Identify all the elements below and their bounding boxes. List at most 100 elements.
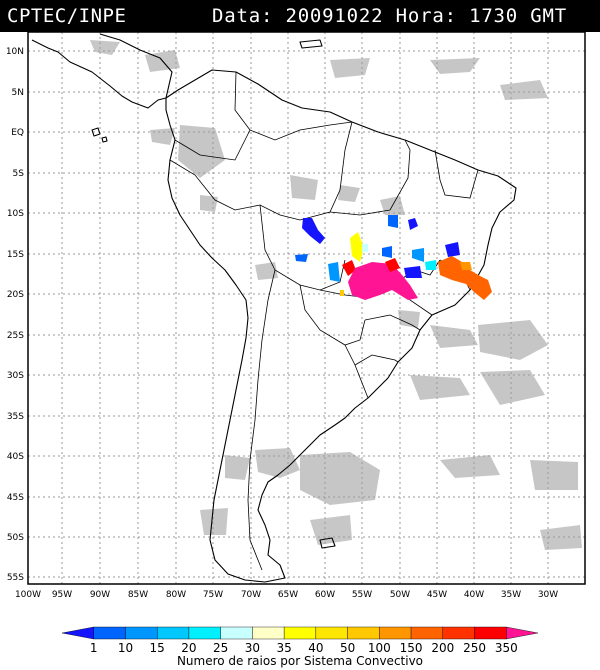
lat-label: 10S xyxy=(7,209,24,219)
lon-label: 50W xyxy=(390,590,410,600)
header-bar: CPTEC/INPE Data: 20091022 Hora: 1730 GMT xyxy=(0,0,600,32)
storm-cell-yellow xyxy=(340,290,344,296)
border-line xyxy=(434,149,479,199)
border-line xyxy=(354,354,399,366)
cloud-patch xyxy=(255,262,278,280)
cloud-patch xyxy=(300,452,380,505)
lon-label: 95W xyxy=(52,590,72,600)
colorbar-ticks: 1 10 15 20 25 30 35 40 50 100 150 200 250 350 xyxy=(90,641,518,655)
cloud-patch xyxy=(200,508,228,535)
colorbar-tick-label: 15 xyxy=(150,641,165,655)
latitude-labels: 10N 5N EQ 5S 10S 15S 20S 25S 30S 35S 40S… xyxy=(6,47,24,583)
storm-cell-yellow xyxy=(350,232,364,262)
border-line xyxy=(174,129,251,161)
storm-cell-blue xyxy=(404,266,422,278)
island-outline xyxy=(299,39,323,49)
cloud-patch xyxy=(480,370,545,405)
lat-label: 40S xyxy=(7,452,24,462)
colorbar-caption: Numero de raios por Sistema Convectivo xyxy=(177,654,423,668)
colorbar-segment xyxy=(474,626,507,640)
colorbar-segment xyxy=(156,626,190,640)
cloud-patch xyxy=(398,310,420,328)
lon-label: 60W xyxy=(315,590,335,600)
island-outline xyxy=(91,127,101,137)
hour-label: Hora: xyxy=(395,5,457,27)
lon-label: 55W xyxy=(352,590,372,600)
lat-label: 25S xyxy=(7,331,24,341)
storm-cell-blue xyxy=(408,218,418,230)
lon-label: 100W xyxy=(15,590,41,600)
cloud-patch xyxy=(290,175,318,200)
colorbar-segment xyxy=(347,626,380,640)
storm-cell-light xyxy=(362,244,368,252)
cloud-patch xyxy=(338,185,360,202)
cloud-cover xyxy=(90,40,582,550)
border-line xyxy=(329,139,411,216)
cloud-patch xyxy=(430,325,478,348)
lon-label: 90W xyxy=(90,590,110,600)
colorbar-tick-label: 150 xyxy=(400,641,423,655)
timestamp-label: Data: 20091022 Hora: 1730 GMT xyxy=(212,5,567,27)
cloud-patch xyxy=(540,525,582,550)
colorbar-segments xyxy=(61,626,539,640)
lat-label: 30S xyxy=(7,371,24,381)
storm-cell-blue xyxy=(412,248,424,262)
lat-label: 15S xyxy=(7,250,24,260)
lon-label: 30W xyxy=(538,590,558,600)
colorbar-tick-label: 350 xyxy=(495,641,518,655)
colorbar-tick-label: 40 xyxy=(308,641,323,655)
lon-label: 70W xyxy=(241,590,261,600)
lat-label: EQ xyxy=(11,128,24,138)
lon-label: 40W xyxy=(464,590,484,600)
lon-label: 45W xyxy=(427,590,447,600)
storm-cell-red xyxy=(385,258,400,272)
central-america-coast xyxy=(99,33,173,99)
lat-label: 45S xyxy=(7,493,24,503)
cloud-patch xyxy=(530,460,578,490)
border-line xyxy=(364,314,421,331)
colorbar-segment xyxy=(315,626,348,640)
grid-lines xyxy=(28,32,585,584)
date-value: 20091022 xyxy=(285,5,384,27)
border-line xyxy=(234,71,353,141)
colorbar-segment xyxy=(379,626,412,640)
organization-label: CPTEC/INPE xyxy=(7,5,127,27)
lon-label: 80W xyxy=(166,590,186,600)
colorbar-tick-label: 1 xyxy=(90,641,98,655)
cloud-patch xyxy=(410,375,470,400)
cloud-patch xyxy=(200,195,218,212)
lat-label: 55S xyxy=(7,573,24,583)
colorbar-segment xyxy=(252,626,285,640)
lat-label: 20S xyxy=(7,290,24,300)
colorbar-tick-label: 30 xyxy=(245,641,260,655)
colorbar-segment xyxy=(283,626,317,640)
map-background xyxy=(28,32,585,584)
colorbar-segment xyxy=(220,626,253,640)
colorbar-legend: 1 10 15 20 25 30 35 40 50 100 150 200 250 350 Numero … xyxy=(61,626,539,668)
colorbar-tick-label: 25 xyxy=(213,641,228,655)
lat-label: 5N xyxy=(12,88,24,98)
lon-label: 65W xyxy=(278,590,298,600)
cloud-patch xyxy=(500,80,548,100)
cloud-patch xyxy=(478,320,548,360)
colorbar-tick-label: 50 xyxy=(340,641,355,655)
colorbar-tick-label: 20 xyxy=(181,641,196,655)
storm-cell-blue xyxy=(328,262,340,282)
island-outline xyxy=(101,136,108,143)
storm-cell-blue xyxy=(388,215,398,228)
colorbar-segment xyxy=(125,626,158,640)
border-line xyxy=(299,284,366,346)
central-america-coast xyxy=(31,39,167,109)
border-line xyxy=(247,269,276,571)
south-america-coast xyxy=(165,69,517,583)
date-label: Data: xyxy=(212,5,274,27)
colorbar-tick-label: 10 xyxy=(118,641,133,655)
colorbar-segment xyxy=(61,626,94,640)
cloud-patch xyxy=(310,515,352,545)
storm-cell-orange xyxy=(438,256,492,300)
border-line xyxy=(169,121,353,221)
longitude-labels: 100W 95W 90W 85W 80W 75W 70W 65W 60W 55W… xyxy=(15,590,558,600)
cloud-patch xyxy=(330,58,370,78)
coastlines xyxy=(31,33,517,583)
timezone-label: GMT xyxy=(530,5,568,27)
